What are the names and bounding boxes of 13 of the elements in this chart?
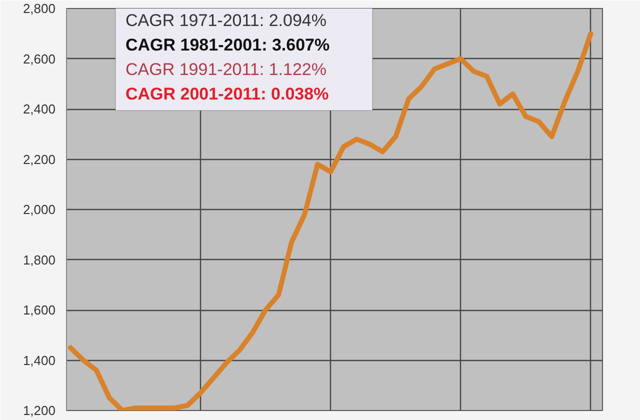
y-tick-label: 2,400 (22, 102, 56, 116)
y-tick-label: 1,600 (22, 302, 56, 318)
y-tick-label: 2,200 (22, 152, 56, 167)
y-tick-label: 1,200 (22, 403, 56, 418)
annotation: CAGR 1971-2011: 2.094% (126, 11, 326, 30)
y-tick-label: 2,600 (22, 51, 56, 66)
y-tick-label: 1,800 (22, 252, 56, 268)
y-tick-label: 2,000 (22, 202, 56, 217)
annotation: CAGR 1991-2011: 1.122% (126, 60, 326, 79)
y-tick-label: 1,400 (22, 352, 56, 368)
annotation: CAGR 1981-2001: 3.607% (126, 36, 330, 54)
annotation: CAGR 2001-2011: 0.038% (126, 84, 329, 104)
y-tick-label: 2,800 (22, 1, 56, 16)
